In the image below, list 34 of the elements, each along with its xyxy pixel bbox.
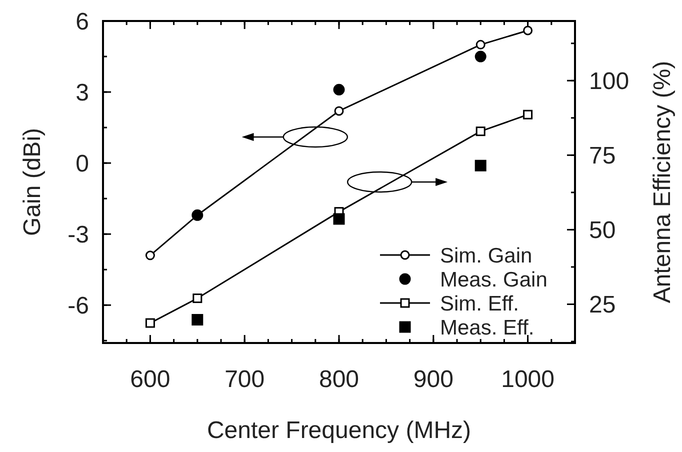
y-tick-label: -3 xyxy=(68,221,89,248)
y-tick-label: 6 xyxy=(76,8,89,36)
y2-tick-label: 100 xyxy=(589,68,630,96)
point xyxy=(476,40,486,50)
y-axis-title: Gain (dBi) xyxy=(19,128,46,236)
legend-label: Sim. Gain xyxy=(440,244,532,268)
y-tick-label: -6 xyxy=(68,292,89,320)
point xyxy=(192,314,204,326)
legend-label: Meas. Gain xyxy=(440,268,548,292)
point xyxy=(474,160,486,172)
x-tick-label: 900 xyxy=(413,366,454,393)
x-axis-title: Center Frequency (MHz) xyxy=(206,417,472,444)
y2-tick-label: 25 xyxy=(589,292,616,319)
y2-tick-label: 75 xyxy=(589,142,616,170)
x-tick-label: 700 xyxy=(224,366,265,393)
y2-tick-label: 50 xyxy=(589,217,616,244)
y-tick-label: 0 xyxy=(76,150,89,178)
point xyxy=(333,84,345,96)
point xyxy=(476,126,486,136)
y2-axis-title: Antenna Efficiency (%) xyxy=(649,60,676,304)
point xyxy=(523,26,533,36)
point xyxy=(334,106,344,116)
point xyxy=(523,110,533,120)
x-tick-label: 600 xyxy=(130,366,170,393)
x-tick-label: 800 xyxy=(318,366,360,393)
legend-label: Sim. Eff. xyxy=(440,292,519,316)
point xyxy=(192,294,202,304)
y-tick-label: 3 xyxy=(76,79,89,106)
x-tick-label: 1000 xyxy=(501,366,554,393)
legend-label: Meas. Eff. xyxy=(440,316,534,340)
point xyxy=(145,318,155,328)
point xyxy=(333,213,345,225)
point xyxy=(145,250,155,260)
point xyxy=(474,50,486,62)
